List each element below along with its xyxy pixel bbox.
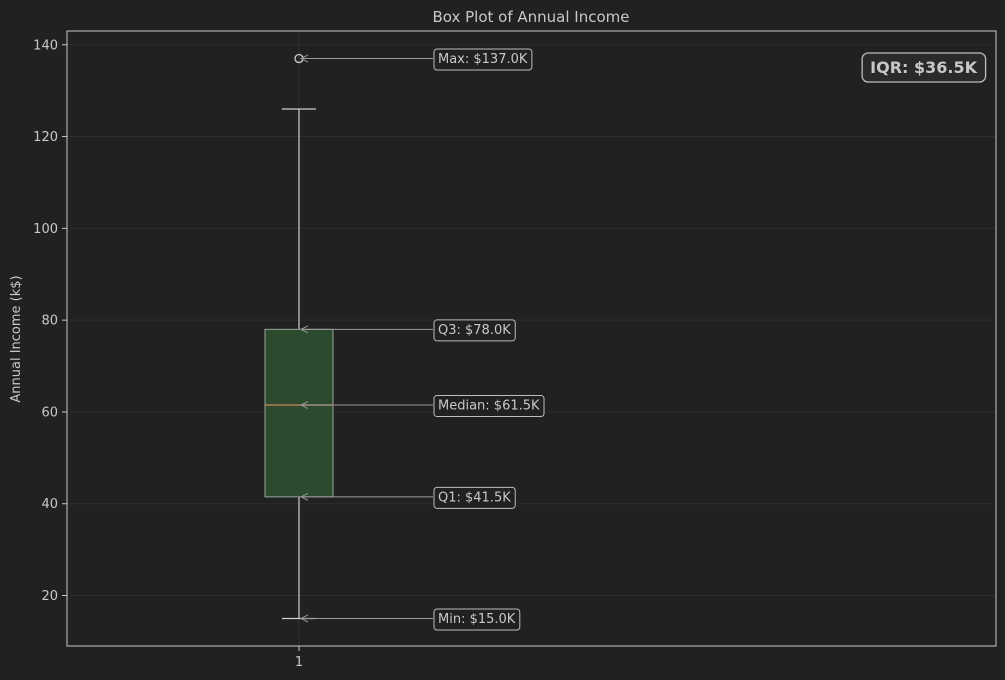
annotation-box	[433, 486, 516, 509]
annotation-arrow-head	[299, 614, 309, 623]
plot-area: 20 40 60 80 100 120 140 1 Max: $137.0K Q3: $78.0K…	[33, 30, 997, 670]
y-tick-label: 40	[41, 497, 58, 512]
annotation-box	[433, 48, 533, 71]
annotation-label: Median: $61.5K	[438, 399, 540, 414]
y-tick-label: 20	[41, 589, 58, 604]
annotation-label: Q1: $41.5K	[438, 490, 511, 505]
iqr-label: IQR: $36.5K	[870, 58, 977, 77]
y-axis-label: Annual Income (k$)	[9, 275, 24, 402]
annotation-box	[433, 608, 521, 631]
annotation-arrow-head	[299, 401, 309, 409]
y-tick-label: 120	[33, 130, 58, 145]
annotation-label: Min: $15.0K	[438, 612, 516, 627]
annotation-label: Max: $137.0K	[438, 52, 528, 67]
y-tick-label: 80	[41, 314, 58, 329]
iqr-box-frame	[861, 52, 987, 83]
annotation-box	[433, 319, 516, 342]
y-tick-label: 100	[33, 222, 58, 237]
y-tick-label: 60	[41, 405, 58, 420]
axes-frame	[66, 30, 997, 647]
annotation-box	[433, 395, 545, 418]
x-tick-label: 1	[295, 655, 303, 670]
chart-title: Box Plot of Annual Income	[432, 8, 629, 26]
annotation-arrow-head	[299, 54, 309, 63]
annotation-arrow-head	[299, 492, 309, 501]
y-tick-label: 140	[33, 38, 58, 53]
iqr-box	[264, 328, 334, 498]
annotation-arrow-head	[299, 325, 309, 334]
annotation-label: Q3: $78.0K	[438, 323, 511, 338]
